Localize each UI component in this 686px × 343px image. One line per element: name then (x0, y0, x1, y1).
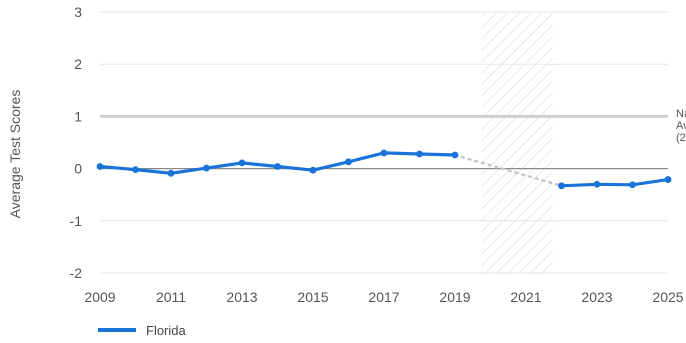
y-axis: -2 -1 0 1 2 3 (70, 4, 83, 281)
x-tick-label: 2009 (84, 289, 115, 305)
gridlines (100, 11, 668, 274)
y-tick-label: -2 (70, 265, 83, 281)
data-point[interactable] (345, 158, 352, 166)
x-tick-label: 2019 (439, 289, 470, 305)
data-point[interactable] (451, 151, 459, 159)
reference-line-label: Na (676, 108, 686, 120)
data-point[interactable] (132, 166, 139, 174)
data-point[interactable] (664, 176, 672, 183)
x-tick-label: 2011 (156, 289, 186, 305)
reference-line-label: Av (676, 120, 686, 132)
data-point[interactable] (416, 150, 423, 158)
data-point[interactable] (274, 163, 281, 170)
national-average-reference: NaAv(2 (100, 108, 686, 144)
y-axis-title: Average Test Scores (7, 90, 23, 219)
series-line (98, 151, 457, 175)
data-point[interactable] (167, 169, 175, 177)
data-point[interactable] (309, 166, 317, 174)
series-florida (96, 149, 672, 190)
data-point[interactable] (558, 182, 565, 190)
x-tick-label: 2025 (652, 289, 683, 305)
hatched-period (481, 12, 553, 273)
x-tick-label: 2015 (297, 289, 328, 305)
data-point[interactable] (380, 149, 388, 157)
y-tick-label: 3 (74, 4, 82, 20)
data-point[interactable] (593, 180, 601, 188)
y-tick-label: 0 (74, 161, 82, 177)
x-axis: 2009 2011 2013 2015 2017 2019 2021 2023 2025 (84, 289, 683, 305)
pandemic-hatched-region (481, 12, 553, 273)
data-point[interactable] (203, 164, 210, 172)
gap-connector (453, 153, 563, 188)
legend-label-florida: Florida (146, 323, 187, 338)
x-tick-label: 2021 (510, 289, 541, 305)
legend[interactable]: Florida (98, 323, 187, 338)
y-tick-label: -1 (70, 213, 83, 229)
data-point[interactable] (238, 159, 246, 167)
data-point[interactable] (96, 163, 104, 170)
x-tick-label: 2023 (581, 289, 612, 305)
x-tick-label: 2013 (226, 289, 257, 305)
reference-line-label: (2 (676, 132, 686, 144)
data-point[interactable] (629, 181, 636, 189)
series-line (559, 178, 670, 188)
x-tick-label: 2017 (368, 289, 399, 305)
y-tick-label: 2 (74, 56, 82, 72)
y-tick-label: 1 (74, 108, 82, 124)
